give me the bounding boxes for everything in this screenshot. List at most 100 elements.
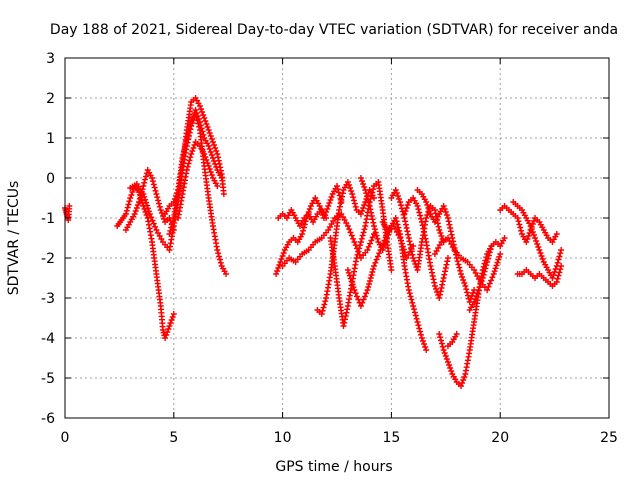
- data-point: [316, 203, 323, 209]
- data-point: [417, 215, 424, 222]
- data-point: [188, 151, 195, 157]
- chart-title: Day 188 of 2021, Sidereal Day-to-day VTE…: [50, 22, 618, 38]
- data-point: [445, 218, 452, 225]
- x-tick-label: 25: [600, 430, 618, 446]
- data-point: [318, 311, 325, 317]
- data-point: [471, 299, 478, 305]
- data-point: [198, 125, 205, 132]
- data-point: [349, 281, 356, 288]
- data-point: [415, 206, 422, 213]
- data-point: [439, 281, 446, 288]
- data-point: [423, 215, 430, 221]
- data-point: [183, 138, 190, 145]
- data-point: [351, 239, 358, 245]
- data-point: [145, 208, 152, 215]
- data-point: [347, 229, 354, 236]
- data-point: [214, 247, 221, 253]
- data-point: [408, 296, 415, 303]
- data-point: [349, 191, 356, 197]
- data-point: [181, 145, 188, 151]
- data-point: [345, 182, 352, 188]
- data-point: [425, 205, 432, 211]
- data-point: [444, 258, 451, 265]
- x-tick-label: 5: [169, 430, 178, 446]
- data-point: [361, 293, 368, 300]
- data-point: [490, 271, 497, 277]
- data-point: [135, 199, 142, 205]
- data-point: [404, 228, 411, 235]
- data-point: [275, 265, 282, 271]
- data-point: [381, 241, 388, 247]
- data-point: [185, 128, 192, 135]
- data-point: [142, 209, 149, 215]
- data-point: [438, 340, 445, 347]
- data-point: [169, 314, 176, 320]
- data-point: [431, 207, 438, 213]
- data-point: [325, 203, 332, 209]
- data-point: [154, 194, 161, 201]
- data-point: [495, 256, 502, 263]
- data-point: [416, 325, 423, 332]
- data-point: [376, 250, 383, 257]
- data-point: [440, 275, 447, 281]
- data-point: [214, 151, 221, 157]
- data-point: [483, 262, 490, 269]
- data-point: [277, 259, 284, 265]
- data-point: [517, 224, 524, 231]
- data-point: [405, 287, 412, 293]
- data-point: [368, 237, 375, 244]
- data-point: [328, 194, 335, 200]
- data-point: [380, 244, 387, 250]
- data-point: [370, 186, 377, 193]
- data-point: [370, 266, 377, 272]
- data-point: [515, 218, 522, 225]
- data-point: [134, 202, 141, 208]
- data-point: [374, 235, 381, 242]
- data-point: [279, 253, 286, 259]
- data-point: [453, 331, 460, 337]
- data-point: [344, 306, 351, 313]
- data-point: [553, 279, 560, 285]
- data-point: [209, 139, 216, 145]
- data-point: [196, 119, 203, 125]
- data-point: [193, 110, 200, 116]
- data-point: [427, 263, 434, 269]
- data-point: [442, 268, 449, 275]
- data-point: [169, 218, 176, 225]
- data-point: [273, 271, 280, 277]
- data-point: [550, 272, 557, 278]
- data-point: [346, 272, 353, 279]
- data-point: [529, 229, 536, 235]
- data-point: [367, 240, 374, 247]
- data-point: [348, 188, 355, 194]
- data-point: [535, 244, 542, 250]
- data-point: [533, 238, 540, 244]
- data-point: [461, 280, 468, 286]
- data-point: [526, 230, 533, 236]
- data-point: [553, 231, 560, 237]
- data-point: [405, 235, 412, 241]
- data-point: [494, 259, 501, 266]
- data-point: [300, 224, 307, 231]
- data-point: [131, 211, 138, 217]
- data-point: [360, 205, 367, 211]
- data-point: [491, 268, 498, 275]
- data-point: [206, 146, 213, 152]
- data-point: [357, 303, 364, 309]
- data-point: [443, 261, 450, 268]
- data-point: [146, 211, 153, 217]
- data-point: [361, 184, 368, 190]
- data-point: [555, 272, 562, 279]
- data-point: [493, 262, 500, 269]
- data-point: [323, 215, 330, 221]
- data-point: [479, 275, 486, 281]
- data-point: [410, 255, 417, 261]
- data-point: [212, 161, 219, 167]
- data-point: [125, 201, 132, 208]
- data-point: [419, 222, 426, 229]
- data-point: [341, 316, 348, 323]
- data-point: [400, 211, 407, 218]
- data-point: [558, 263, 565, 269]
- data-point: [482, 265, 489, 272]
